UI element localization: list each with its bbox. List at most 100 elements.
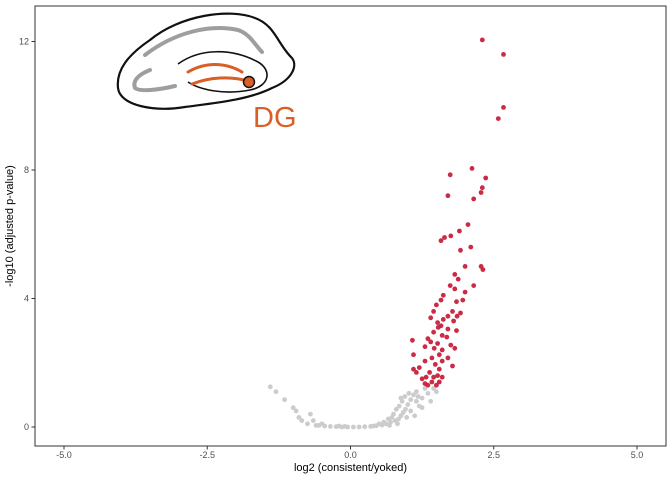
significant-point-45 — [431, 329, 436, 335]
nonsignificant-point-7 — [299, 418, 305, 423]
significant-point-46 — [439, 333, 445, 338]
significant-point-47 — [444, 334, 450, 340]
significant-point-49 — [425, 336, 431, 342]
significant-point-67 — [411, 366, 416, 372]
y-axis: 0 4 8 12 — [19, 37, 35, 432]
significant-point-78 — [434, 382, 439, 388]
nonsignificant-point-52 — [395, 421, 400, 427]
x-tick-label-4: 5.0 — [631, 450, 644, 460]
nonsignificant-point-29 — [403, 406, 408, 412]
nonsignificant-point-61 — [412, 413, 418, 419]
nonsignificant-point-60 — [406, 390, 412, 396]
y-tick-label-1: 4 — [24, 294, 29, 304]
nonsignificant-point-46 — [385, 416, 391, 422]
significant-point-53 — [422, 344, 428, 350]
nonsignificant-point-6 — [296, 415, 302, 420]
nonsignificant-point-57 — [342, 424, 348, 429]
significant-point-18 — [462, 264, 468, 269]
significant-point-68 — [414, 370, 419, 375]
significant-point-38 — [440, 317, 446, 322]
points-layer — [267, 37, 506, 430]
significant-point-27 — [440, 292, 446, 298]
nonsignificant-point-42 — [396, 403, 402, 409]
nonsignificant-point-40 — [434, 389, 439, 395]
nonsignificant-point-33 — [414, 389, 419, 395]
significant-point-23 — [471, 283, 477, 288]
significant-point-24 — [447, 283, 453, 288]
significant-point-79 — [425, 382, 431, 388]
significant-point-7 — [478, 190, 484, 195]
significant-point-75 — [429, 379, 435, 385]
significant-point-48 — [410, 337, 415, 343]
significant-point-73 — [439, 374, 445, 380]
nonsignificant-point-53 — [381, 419, 387, 425]
significant-point-51 — [435, 341, 440, 346]
significant-point-57 — [436, 352, 442, 358]
nonsignificant-point-3 — [290, 405, 296, 411]
significant-point-22 — [455, 276, 461, 282]
significant-point-44 — [454, 328, 459, 333]
hippocampus-icon — [116, 12, 296, 110]
y-tick-label-3: 12 — [19, 37, 29, 47]
significant-point-8 — [471, 196, 477, 202]
y-axis-title: -log10 (adjusted p-value) — [4, 165, 16, 287]
nonsignificant-point-55 — [387, 423, 392, 428]
nonsignificant-point-63 — [415, 394, 421, 399]
y-tick-label-0: 0 — [24, 422, 29, 432]
significant-point-66 — [436, 366, 442, 372]
x-axis: -5.0 -2.5 0.0 2.5 5.0 — [56, 446, 643, 460]
significant-point-13 — [448, 233, 454, 239]
nonsignificant-point-50 — [419, 405, 425, 411]
nonsignificant-point-34 — [419, 395, 425, 401]
significant-point-34 — [458, 310, 463, 316]
significant-point-36 — [454, 313, 460, 319]
nonsignificant-point-62 — [398, 395, 404, 401]
nonsignificant-point-48 — [408, 408, 414, 414]
significant-point-43 — [445, 326, 451, 332]
significant-point-16 — [468, 244, 474, 250]
significant-point-6 — [479, 185, 485, 191]
significant-point-0 — [479, 37, 485, 43]
nonsignificant-point-17 — [351, 424, 356, 430]
nonsignificant-point-59 — [319, 421, 325, 427]
significant-point-71 — [423, 374, 429, 380]
nonsignificant-point-9 — [305, 421, 310, 427]
nonsignificant-point-2 — [282, 397, 287, 403]
significant-point-59 — [429, 355, 435, 361]
nonsignificant-point-31 — [408, 397, 414, 403]
significant-point-31 — [434, 302, 439, 308]
significant-point-54 — [431, 345, 437, 351]
significant-point-69 — [427, 370, 432, 375]
nonsignificant-point-35 — [425, 390, 431, 396]
significant-point-50 — [428, 339, 434, 345]
nonsignificant-point-18 — [356, 424, 362, 430]
x-tick-label-3: 2.5 — [487, 450, 500, 460]
nonsignificant-point-49 — [414, 398, 419, 404]
significant-point-35 — [445, 313, 451, 319]
nonsignificant-point-0 — [267, 384, 273, 390]
nonsignificant-point-32 — [411, 392, 416, 398]
significant-point-64 — [450, 363, 455, 369]
significant-point-62 — [439, 358, 445, 364]
nonsignificant-point-19 — [362, 424, 368, 430]
y-tick-label-2: 8 — [24, 165, 29, 175]
significant-point-32 — [431, 309, 436, 314]
inset-region-label: DG — [253, 102, 297, 134]
significant-point-28 — [438, 297, 444, 303]
nonsignificant-point-37 — [431, 386, 436, 391]
panel-background — [34, 5, 667, 447]
nonsignificant-point-30 — [405, 402, 411, 407]
nonsignificant-point-58 — [371, 423, 376, 429]
significant-point-9 — [483, 175, 489, 181]
significant-point-63 — [432, 362, 438, 367]
significant-point-40 — [435, 320, 440, 325]
nonsignificant-point-13 — [328, 424, 333, 429]
significant-point-30 — [454, 299, 459, 305]
significant-point-17 — [458, 247, 463, 253]
significant-point-20 — [480, 267, 486, 272]
significant-point-76 — [436, 379, 442, 385]
significant-point-52 — [448, 342, 454, 348]
significant-point-65 — [416, 365, 422, 370]
significant-point-12 — [457, 228, 462, 234]
significant-point-25 — [452, 286, 458, 292]
